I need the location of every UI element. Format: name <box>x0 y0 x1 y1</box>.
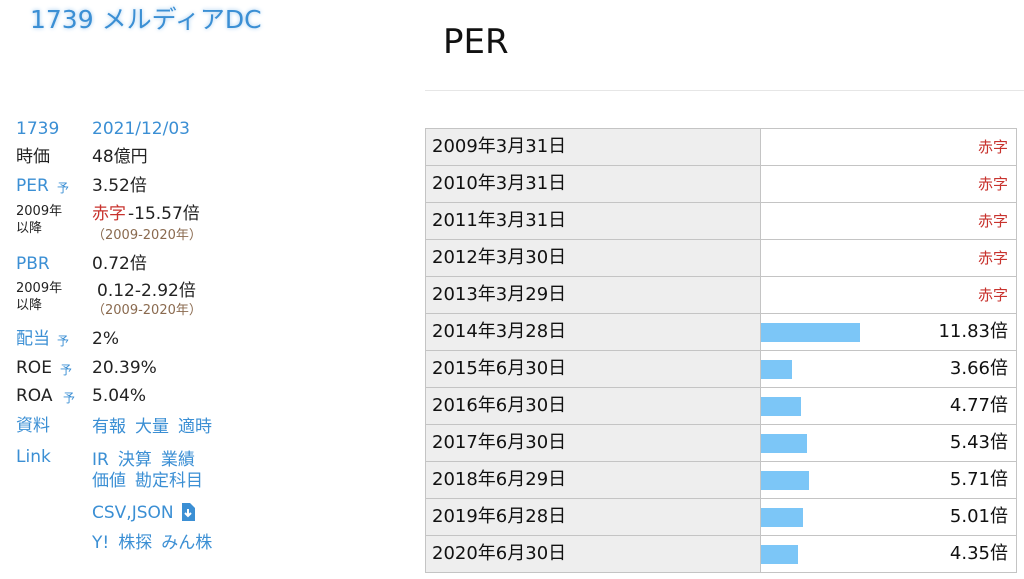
link[interactable]: 勘定科目 <box>135 471 203 491</box>
date-cell: 2015年6月30日 <box>425 350 761 388</box>
value: 20.39% <box>92 358 157 378</box>
value-cell: 11.83倍 <box>760 313 1017 351</box>
value-cell: 赤字 <box>760 276 1017 314</box>
label: Link <box>16 447 51 467</box>
link[interactable]: 株探 <box>118 533 153 553</box>
date-cell: 2011年3月31日 <box>425 202 761 240</box>
date-cell: 2017年6月30日 <box>425 424 761 462</box>
date-cell: 2020年6月30日 <box>425 535 761 573</box>
link[interactable]: 適時 <box>178 417 212 437</box>
bar <box>761 434 807 453</box>
date-cell: 2019年6月28日 <box>425 498 761 536</box>
label: ROA <box>16 386 53 406</box>
date-cell: 2014年3月28日 <box>425 313 761 351</box>
panel-title: PER <box>443 22 509 62</box>
value-cell: 3.66倍 <box>760 350 1017 388</box>
date-cell: 2010年3月31日 <box>425 165 761 203</box>
value: 0.72倍 <box>92 254 147 274</box>
link-row: Y! 株探 みん株 <box>92 533 212 553</box>
bar <box>761 323 861 342</box>
label: 資料 <box>16 416 50 436</box>
label[interactable]: 配当 <box>16 329 50 349</box>
stock-code[interactable]: 1739 <box>16 119 60 139</box>
value-cell: 赤字 <box>760 128 1017 166</box>
deficit-label: 赤字 <box>977 212 1008 230</box>
label: ROE <box>16 358 52 378</box>
date: 2021/12/03 <box>92 119 190 139</box>
download-icon[interactable] <box>181 503 195 526</box>
value-label: 4.77倍 <box>949 395 1008 416</box>
value-cell: 4.77倍 <box>760 387 1017 425</box>
date-cell: 2012年3月30日 <box>425 239 761 277</box>
bar <box>761 545 798 564</box>
label: 時価 <box>16 147 50 167</box>
label[interactable]: PER <box>16 176 49 196</box>
bar <box>761 471 809 490</box>
value: -15.57倍 <box>128 204 200 224</box>
bar <box>761 397 802 416</box>
link[interactable]: 有報 <box>92 417 126 437</box>
value-label: 5.71倍 <box>949 469 1008 490</box>
label[interactable]: PBR <box>16 254 50 274</box>
deficit-label: 赤字 <box>977 249 1008 267</box>
value: 5.04% <box>92 386 147 406</box>
badge: 予 <box>57 181 70 195</box>
value-label: 3.66倍 <box>949 358 1008 379</box>
link[interactable]: CSV,JSON <box>92 503 174 523</box>
badge: 予 <box>63 391 76 405</box>
page-title: 1739 メルディアDC <box>30 5 262 34</box>
value-cell: 4.35倍 <box>760 535 1017 573</box>
label: 2009年 <box>16 281 63 296</box>
label: 以降 <box>16 221 43 236</box>
period: （2009-2020年） <box>92 228 202 243</box>
link-row: 価値 勘定科目 <box>92 471 203 491</box>
value-label: 5.01倍 <box>949 506 1008 527</box>
value-cell: 5.01倍 <box>760 498 1017 536</box>
value-label: 11.83倍 <box>938 321 1008 342</box>
label: 2009年 <box>16 204 63 219</box>
value-label: 4.35倍 <box>949 543 1008 564</box>
value-label: 5.43倍 <box>949 432 1008 453</box>
divider <box>425 90 1024 91</box>
link[interactable]: 決算 <box>117 450 152 470</box>
link[interactable]: 業績 <box>160 450 195 470</box>
value: 3.52倍 <box>92 176 147 196</box>
link[interactable]: IR <box>92 450 109 470</box>
date-cell: 2018年6月29日 <box>425 461 761 499</box>
label: 以降 <box>16 298 43 313</box>
deficit-label: 赤字 <box>977 138 1008 156</box>
value-cell: 5.71倍 <box>760 461 1017 499</box>
value-cell: 5.43倍 <box>760 424 1017 462</box>
link[interactable]: 価値 <box>92 471 126 491</box>
date-cell: 2016年6月30日 <box>425 387 761 425</box>
value-cell: 赤字 <box>760 239 1017 277</box>
deficit: 赤字 <box>92 204 126 224</box>
link[interactable]: Y! <box>92 533 110 553</box>
bar <box>761 508 804 527</box>
link[interactable]: 大量 <box>135 417 169 437</box>
period: （2009-2020年） <box>92 303 202 318</box>
value: 0.12-2.92倍 <box>97 281 196 301</box>
value-cell: 赤字 <box>760 202 1017 240</box>
badge: 予 <box>57 334 70 348</box>
date-cell: 2013年3月29日 <box>425 276 761 314</box>
bar <box>761 360 792 379</box>
value: 2% <box>92 329 119 349</box>
link-row: 有報 大量 適時 <box>92 417 212 437</box>
date-cell: 2009年3月31日 <box>425 128 761 166</box>
value-cell: 赤字 <box>760 165 1017 203</box>
link-row: CSV,JSON <box>92 503 195 526</box>
badge: 予 <box>60 363 73 377</box>
value: 48億円 <box>92 147 148 167</box>
link[interactable]: みん株 <box>161 533 213 553</box>
deficit-label: 赤字 <box>977 175 1008 193</box>
deficit-label: 赤字 <box>977 286 1008 304</box>
link-row: IR 決算 業績 <box>92 450 195 470</box>
